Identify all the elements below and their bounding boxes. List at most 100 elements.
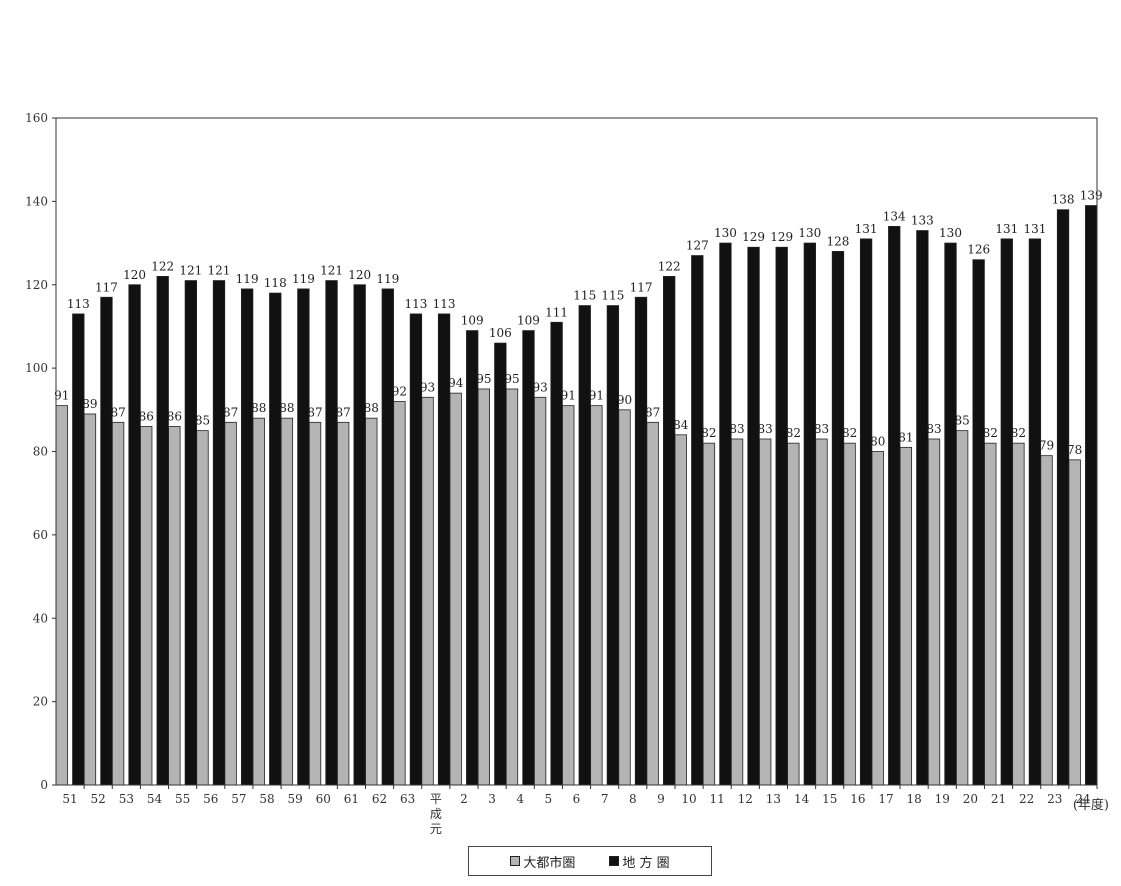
bar-regional bbox=[916, 230, 929, 786]
data-label-regional: 115 bbox=[573, 289, 596, 303]
x-tick-label: 4 bbox=[516, 792, 524, 806]
legend-swatch-metro bbox=[510, 856, 521, 866]
x-tick-label: 15 bbox=[822, 792, 837, 806]
data-label-regional: 122 bbox=[151, 259, 174, 273]
x-tick-label: 54 bbox=[147, 792, 163, 806]
bar-regional bbox=[240, 288, 254, 786]
x-tick-label: 19 bbox=[935, 792, 950, 806]
x-tick-label: 55 bbox=[175, 792, 190, 806]
bar-metro bbox=[674, 434, 687, 786]
bar-metro bbox=[252, 417, 265, 786]
data-label-metro: 88 bbox=[364, 401, 379, 415]
bar-metro bbox=[730, 438, 744, 786]
bar-regional bbox=[1000, 238, 1013, 786]
data-label-metro: 90 bbox=[617, 393, 632, 407]
bar-regional bbox=[100, 296, 113, 786]
data-label-regional: 131 bbox=[1023, 222, 1046, 236]
bar-metro bbox=[393, 401, 406, 786]
y-tick-label: 140 bbox=[25, 194, 48, 208]
data-label-metro: 86 bbox=[167, 409, 182, 423]
bar-metro bbox=[421, 396, 434, 786]
legend-item-regional: 地 方 圏 bbox=[609, 852, 670, 871]
x-tick-label: 56 bbox=[203, 792, 218, 806]
data-label-regional: 113 bbox=[404, 297, 427, 311]
x-tick-label: 6 bbox=[573, 792, 581, 806]
legend-item-metro: 大都市圏 bbox=[510, 852, 575, 871]
data-label-regional: 113 bbox=[67, 297, 90, 311]
data-label-regional: 130 bbox=[798, 226, 821, 240]
y-axis: 0 20 40 60 80 100 120 140 160 bbox=[25, 111, 56, 792]
legend: 大都市圏 地 方 圏 bbox=[468, 846, 712, 876]
y-tick-label: 160 bbox=[25, 111, 48, 125]
data-label-metro: 93 bbox=[532, 380, 547, 394]
data-label-metro: 83 bbox=[758, 422, 773, 436]
bar-regional bbox=[859, 238, 873, 786]
data-label-regional: 106 bbox=[489, 326, 512, 340]
bar-regional bbox=[212, 280, 226, 786]
bar-regional bbox=[972, 259, 985, 786]
x-tick-label: 9 bbox=[657, 792, 665, 806]
data-label-metro: 78 bbox=[1067, 443, 1082, 457]
data-label-regional: 138 bbox=[1052, 193, 1075, 207]
data-label-regional: 121 bbox=[208, 264, 231, 278]
bar-regional bbox=[634, 296, 648, 786]
x-tick-label: 53 bbox=[119, 792, 134, 806]
data-label-metro: 86 bbox=[139, 409, 154, 423]
data-label-regional: 126 bbox=[967, 243, 990, 257]
x-tick-label: 8 bbox=[629, 792, 637, 806]
y-tick-label: 0 bbox=[40, 778, 48, 792]
x-tick-label: 2 bbox=[460, 792, 468, 806]
plot-frame bbox=[55, 117, 1098, 786]
data-label-metro: 91 bbox=[54, 389, 69, 403]
bar-metro bbox=[196, 430, 209, 786]
bar-regional bbox=[719, 242, 732, 786]
bar-metro bbox=[168, 426, 181, 786]
bar-metro bbox=[477, 388, 490, 786]
data-label-regional: 121 bbox=[179, 264, 202, 278]
bar-metro bbox=[55, 405, 68, 786]
data-label-metro: 89 bbox=[82, 397, 97, 411]
bar-regional bbox=[381, 288, 394, 786]
x-tick-label: 11 bbox=[710, 792, 725, 806]
bar-regional bbox=[663, 276, 676, 786]
data-label-metro: 82 bbox=[701, 426, 716, 440]
bar-metro bbox=[1012, 442, 1025, 786]
data-label-metro: 91 bbox=[589, 389, 604, 403]
x-tick-label: 59 bbox=[288, 792, 303, 806]
bar-regional bbox=[156, 276, 169, 786]
bar-regional bbox=[297, 288, 310, 786]
x-tick-label: 57 bbox=[231, 792, 246, 806]
data-label-metro: 82 bbox=[983, 426, 998, 440]
bar-metro bbox=[505, 388, 519, 786]
data-label-regional: 119 bbox=[292, 272, 315, 286]
data-label-regional: 121 bbox=[320, 264, 343, 278]
x-tick-label: 58 bbox=[259, 792, 274, 806]
x-tick-label: 3 bbox=[488, 792, 496, 806]
bar-regional bbox=[747, 246, 760, 786]
y-tick-label: 100 bbox=[25, 361, 48, 375]
bar-metro bbox=[140, 426, 153, 786]
bar-metro bbox=[280, 417, 294, 786]
data-label-metro: 91 bbox=[561, 389, 576, 403]
bar-regional bbox=[494, 342, 507, 786]
data-label-metro: 92 bbox=[392, 384, 407, 398]
bar-metro bbox=[449, 392, 462, 786]
bar-metro bbox=[787, 442, 800, 786]
bar-regional bbox=[1085, 205, 1098, 786]
data-label-regional: 109 bbox=[461, 314, 484, 328]
bar-metro bbox=[646, 421, 659, 786]
x-tick-label: 10 bbox=[681, 792, 696, 806]
data-label-metro: 81 bbox=[898, 430, 913, 444]
y-tick-label: 20 bbox=[33, 695, 48, 709]
bar-metro bbox=[955, 430, 969, 786]
bar-metro bbox=[899, 446, 913, 786]
y-tick-label: 60 bbox=[33, 528, 48, 542]
y-tick-label: 80 bbox=[33, 445, 48, 459]
bar-regional bbox=[944, 242, 957, 786]
bar-regional bbox=[578, 305, 591, 786]
bar-regional bbox=[184, 280, 198, 786]
x-tick-label: 7 bbox=[601, 792, 609, 806]
bar-regional bbox=[522, 330, 535, 786]
bar-metro bbox=[984, 442, 997, 786]
